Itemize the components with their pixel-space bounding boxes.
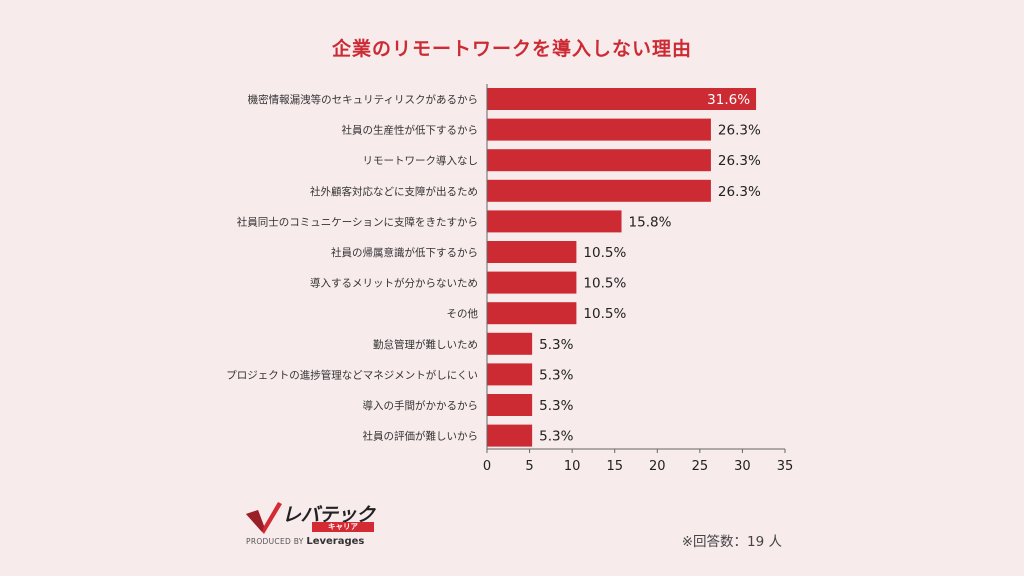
bar-chart: 機密情報漏洩等のセキュリティリスクがあるから 31.6% 社員の生産性が低下するから… (226, 84, 794, 474)
value-label: 5.3% (539, 337, 573, 353)
value-label: 26.3% (718, 123, 761, 139)
value-label: 10.5% (583, 245, 626, 261)
x-tick-label: 35 (777, 459, 794, 474)
value-label: 15.8% (629, 214, 672, 230)
category-label: 社員の評価が難しいから (363, 430, 479, 443)
value-label: 31.6% (707, 92, 750, 108)
value-label: 10.5% (583, 306, 626, 322)
logo-sub: キャリア (312, 522, 374, 532)
bar (487, 394, 533, 416)
x-tick-label: 25 (692, 459, 709, 474)
logo-produced-by: PRODUCED BY Leverages (246, 536, 364, 547)
check-mark-icon (246, 502, 282, 534)
value-label: 5.3% (539, 367, 573, 383)
bar (487, 210, 622, 233)
category-label: その他 (447, 307, 479, 320)
category-label: リモートワーク導入なし (363, 154, 479, 167)
brand-text: Leverages (306, 536, 365, 547)
category-label: 社員の生産性が低下するから (342, 124, 479, 137)
bar (487, 363, 533, 386)
bar (487, 241, 577, 263)
x-tick-label: 5 (525, 459, 533, 474)
bar (487, 118, 711, 141)
chart-title: 企業のリモートワークを導入しない理由 (331, 38, 692, 60)
bar (487, 149, 711, 172)
x-tick-label: 0 (483, 459, 491, 474)
x-tick-label: 10 (564, 459, 581, 474)
category-label: 勤怠管理が難しいため (373, 338, 478, 351)
category-label: 機密情報漏洩等のセキュリティリスクがあるから (248, 93, 478, 106)
bar (487, 302, 577, 325)
bar (487, 88, 757, 110)
produced-by-text: PRODUCED BY (246, 537, 304, 546)
value-label: 26.3% (718, 184, 761, 200)
value-label: 5.3% (539, 429, 573, 445)
category-label: 導入するメリットが分からないため (310, 277, 478, 290)
bar (487, 179, 711, 202)
category-label: 導入の手間がかかるから (363, 399, 479, 412)
x-tick-label: 15 (606, 459, 623, 474)
value-label: 10.5% (583, 276, 626, 292)
x-tick-label: 20 (649, 459, 666, 474)
bar (487, 424, 533, 447)
logo-name: レバテック (282, 504, 375, 526)
value-label: 5.3% (539, 398, 573, 414)
bar (487, 332, 533, 355)
category-label: 社員の帰属意識が低下するから (331, 246, 478, 259)
category-label: 社員同士のコミュニケーションに支障をきたすから (237, 215, 478, 228)
leverages-logo: レバテック キャリア PRODUCED BY Leverages (244, 500, 394, 550)
category-label: プロジェクトの進捗管理などマネジメントがしにくい (226, 368, 478, 381)
value-label: 26.3% (718, 153, 761, 169)
category-label: 社外顧客対応などに支障が出るため (310, 185, 478, 198)
respondent-count-note: ※回答数：19 人 (681, 534, 782, 550)
bar (487, 271, 577, 294)
x-tick-label: 30 (734, 459, 751, 474)
